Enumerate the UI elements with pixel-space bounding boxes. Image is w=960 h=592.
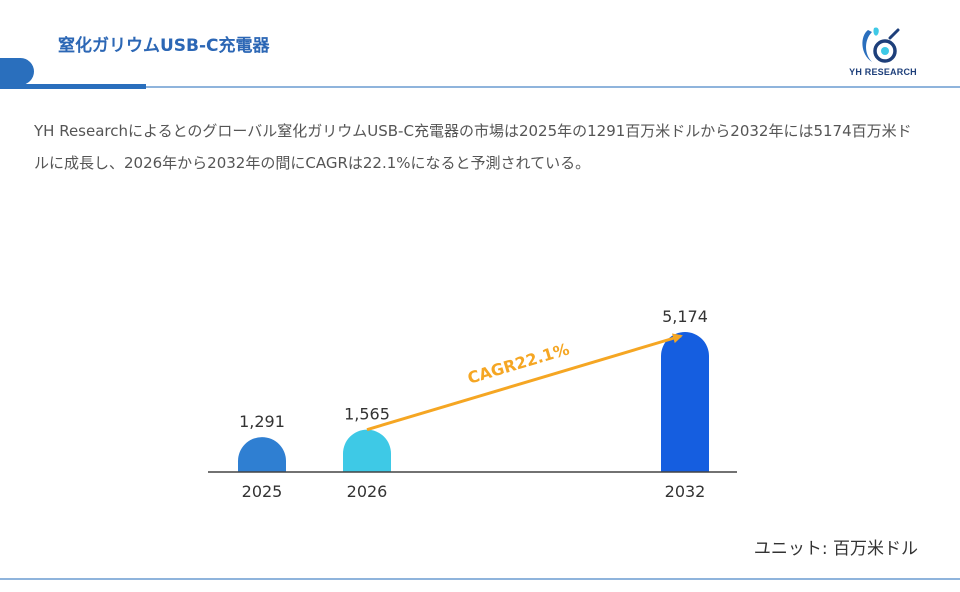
header-divider-accent [0,84,146,89]
bar-2026 [343,429,391,472]
bar-2032 [661,332,709,472]
unit-label: ユニット: 百万米ドル [753,539,918,559]
category-label-2032: 2032 [665,482,706,501]
footer-divider [0,578,960,580]
category-label-2025: 2025 [242,482,283,501]
logo-mark-icon [862,27,900,63]
bar-2025 [238,437,286,472]
brand-logo: YH RESEARCH [838,24,928,80]
header-divider [0,86,960,88]
category-label-2026: 2026 [347,482,388,501]
cagr-annotation-label: CAGR22.1% [465,339,571,387]
value-label-2032: 5,174 [662,307,708,326]
page-title: 窒化ガリウムUSB-C充電器 [58,36,270,56]
logo-text: YH RESEARCH [849,67,917,77]
value-label-2026: 1,565 [344,405,390,424]
market-description: YH Researchによるとのグローバル窒化ガリウムUSB-C充電器の市場は2… [34,122,912,172]
value-label-2025: 1,291 [239,412,285,431]
cagr-arrow [366,333,683,432]
header-tab-decoration [0,58,34,85]
